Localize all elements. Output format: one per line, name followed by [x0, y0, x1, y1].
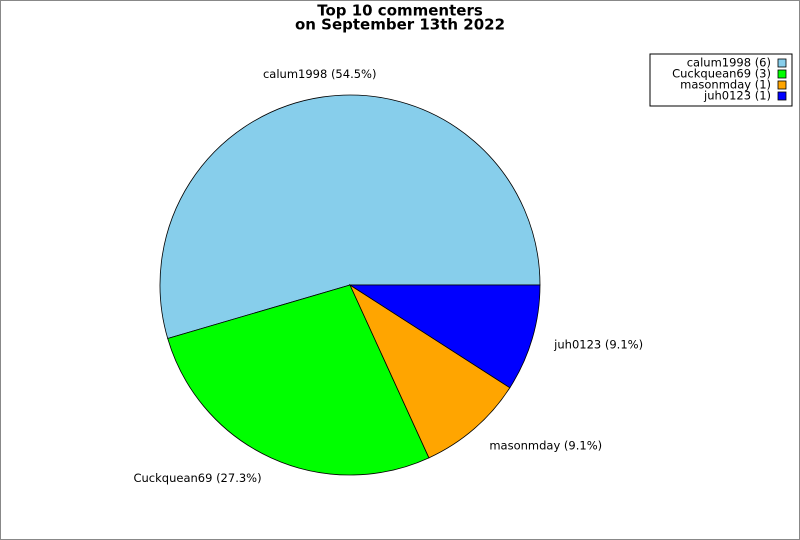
legend-label: Cuckquean69 (3)	[672, 67, 771, 81]
pie-slice	[159, 94, 541, 340]
slice-label: masonmday (9.1%)	[489, 438, 602, 452]
pie-slice	[348, 284, 541, 389]
legend-label: calum1998 (6)	[687, 56, 771, 70]
slice-label: Cuckquean69 (27.3%)	[133, 471, 261, 485]
legend-swatch	[777, 91, 787, 101]
pie-slice	[167, 284, 430, 476]
slice-label: calum1998 (54.5%)	[263, 67, 376, 81]
legend-swatch	[777, 58, 787, 68]
legend-label: masonmday (1)	[680, 78, 771, 92]
legend-swatch	[777, 69, 787, 79]
chart-title: Top 10 commenters	[317, 2, 483, 20]
legend-swatch	[777, 80, 787, 90]
legend-box	[649, 53, 793, 107]
slice-label: juh0123 (9.1%)	[553, 337, 643, 351]
chart-title: on September 13th 2022	[295, 16, 505, 34]
pie-slice	[349, 283, 511, 459]
legend-label: juh0123 (1)	[703, 89, 771, 103]
